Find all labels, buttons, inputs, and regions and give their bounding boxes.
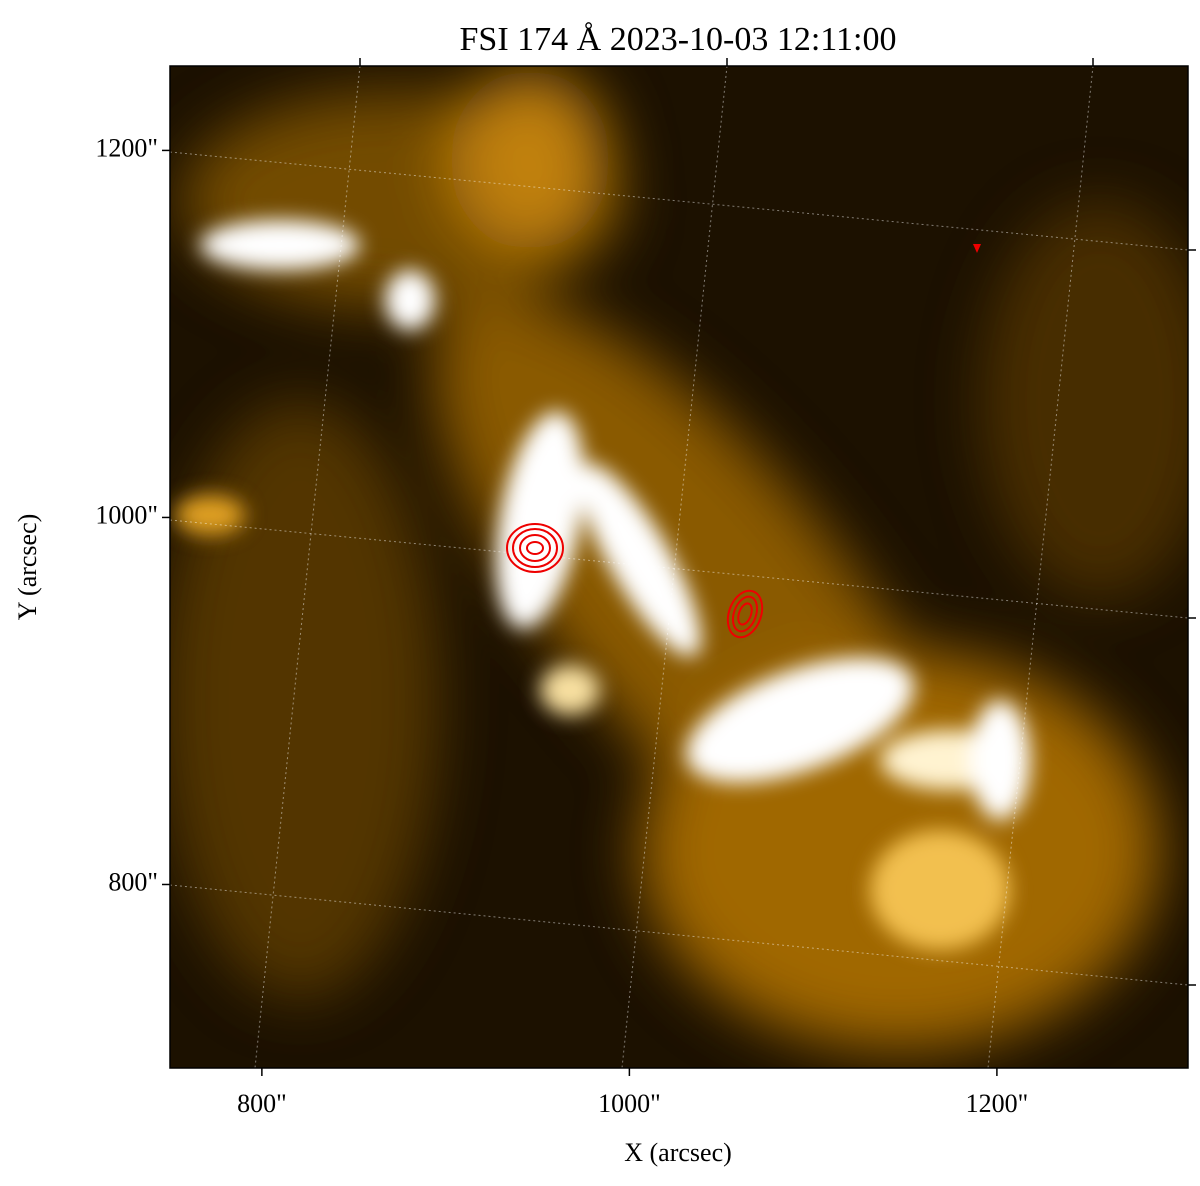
y-tick-label: 1200" bbox=[95, 133, 158, 162]
x-tick-label: 800" bbox=[237, 1089, 287, 1118]
chart-title: FSI 174 Å 2023-10-03 12:11:00 bbox=[460, 21, 897, 58]
plot-frame bbox=[169, 65, 1189, 1069]
y-tick-label: 800" bbox=[108, 867, 158, 896]
x-tick-label: 1000" bbox=[598, 1089, 661, 1118]
y-tick-label: 1000" bbox=[95, 500, 158, 529]
x-tick-label: 1200" bbox=[966, 1089, 1029, 1118]
x-axis-label: X (arcsec) bbox=[624, 1138, 732, 1167]
y-axis-label: Y (arcsec) bbox=[13, 514, 42, 621]
contours bbox=[506, 523, 764, 639]
solar-image bbox=[170, 66, 1188, 1068]
